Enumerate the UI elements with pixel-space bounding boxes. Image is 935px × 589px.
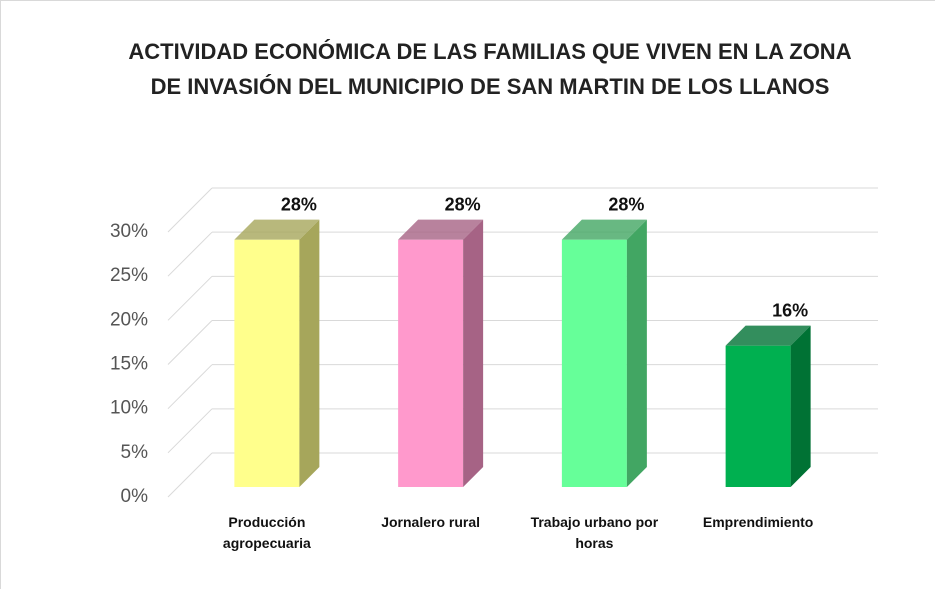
grid-line-side xyxy=(167,187,213,233)
grid-line-side xyxy=(167,320,213,365)
value-label: 16% xyxy=(772,300,808,320)
x-tick-label: Trabajo urbano por horas xyxy=(530,514,659,551)
grid-line-side xyxy=(167,275,213,321)
bar xyxy=(561,239,627,487)
value-label: 28% xyxy=(445,194,481,214)
y-tick-label: 5% xyxy=(121,442,149,463)
x-tick-label: Jornalero rural xyxy=(381,514,481,530)
y-tick-label: 30% xyxy=(110,221,148,242)
grid-line-side xyxy=(167,452,213,498)
bar xyxy=(234,239,300,487)
y-tick-label: 25% xyxy=(110,265,148,286)
grid-line-side xyxy=(167,231,213,277)
value-label: 28% xyxy=(281,194,317,214)
bar-side xyxy=(299,219,320,487)
bar-side xyxy=(790,325,811,487)
bar xyxy=(398,239,464,487)
x-tick-label: Producción agropecuaria xyxy=(222,514,311,551)
bar-side xyxy=(463,219,484,487)
y-tick-label: 15% xyxy=(110,354,148,375)
bar xyxy=(725,345,791,487)
chart-title: ACTIVIDAD ECONÓMICA DE LAS FAMILIAS QUE … xyxy=(128,39,852,99)
grid-line-side xyxy=(167,408,213,454)
y-tick-label: 20% xyxy=(110,309,148,330)
bar-top xyxy=(398,219,484,240)
y-tick-label: 0% xyxy=(121,486,149,507)
x-tick-label: Emprendimiento xyxy=(702,514,814,530)
bar-top xyxy=(234,219,320,240)
grid-line-side xyxy=(167,364,213,410)
y-tick-label: 10% xyxy=(110,398,148,419)
bar-top xyxy=(725,325,811,346)
bar-top xyxy=(561,219,647,240)
bar-side xyxy=(626,219,647,487)
value-label: 28% xyxy=(608,194,644,214)
